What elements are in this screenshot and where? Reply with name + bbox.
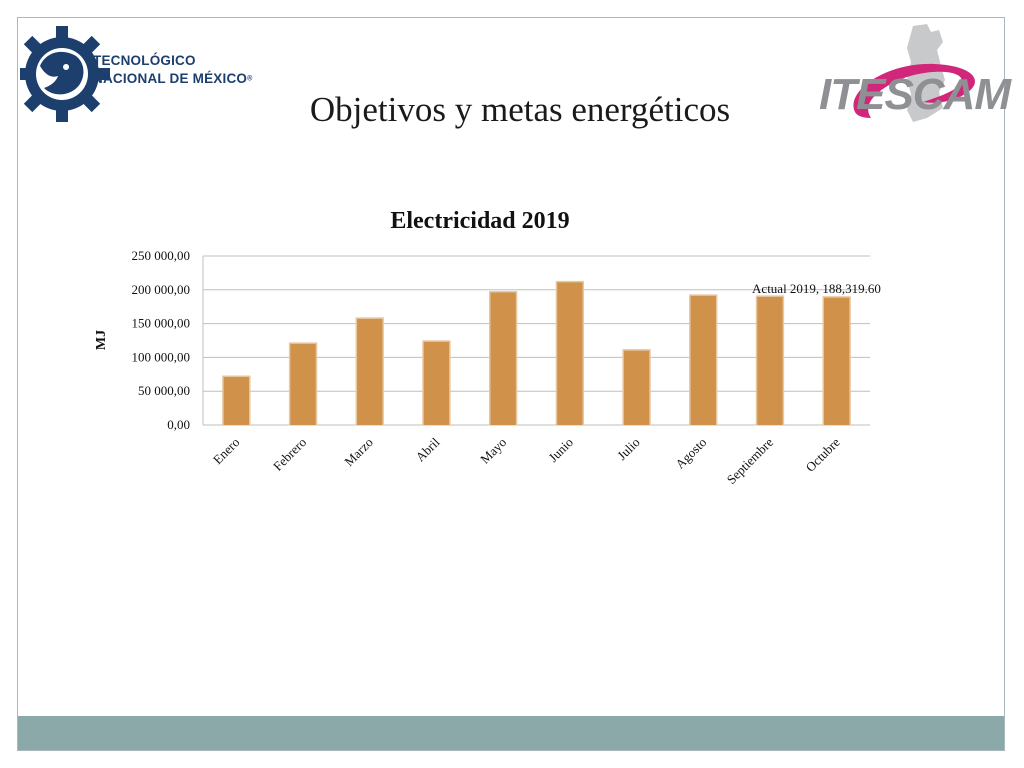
itescam-logo-text: ITESCAM [819, 70, 1011, 119]
y-tick-label: 250 000,00 [132, 248, 191, 263]
swoosh-icon [853, 63, 975, 118]
x-tick-label: Septiembre [724, 434, 777, 487]
bar [357, 318, 383, 425]
x-tick-label: Mayo [477, 435, 509, 467]
x-tick-label: Enero [210, 435, 243, 468]
y-tick-label: 150 000,00 [132, 316, 191, 331]
y-tick-label: 200 000,00 [132, 282, 191, 297]
bar [823, 297, 850, 425]
slide-title: Objetivos y metas energéticos [309, 90, 731, 129]
chart-title: Electricidad 2019 [390, 208, 570, 234]
x-tick-label: Junio [545, 435, 576, 466]
x-tick-label: Marzo [341, 435, 376, 470]
bar [690, 295, 716, 425]
bar [290, 343, 316, 425]
x-tick-label: Febrero [270, 435, 309, 474]
bar [223, 377, 250, 425]
eagle-icon [40, 51, 84, 95]
y-tick-label: 0,00 [167, 417, 190, 432]
itescam-logo [853, 24, 975, 122]
footer-band [18, 716, 1004, 750]
tecnm-logo-text: TECNOLÓGICO NACIONAL DE MÉXICO® [93, 52, 252, 88]
bar [623, 350, 650, 425]
x-tick-label: Abril [413, 434, 443, 464]
x-tick-label: Agosto [672, 435, 709, 472]
x-tick-label: Octubre [803, 434, 843, 474]
bar-data-label: Actual 2019, 188,319.60 [752, 281, 881, 296]
bar [423, 341, 450, 425]
tecnm-line2: NACIONAL DE MÉXICO [93, 71, 248, 86]
gear-icon [20, 26, 110, 122]
bar [490, 292, 516, 425]
y-tick-label: 50 000,00 [138, 383, 190, 398]
bar [557, 282, 583, 425]
y-tick-label: 100 000,00 [132, 349, 191, 364]
tecnm-logo [20, 26, 110, 122]
bar [757, 296, 783, 425]
tecnm-line1: TECNOLÓGICO [93, 53, 196, 68]
registered-mark: ® [247, 75, 253, 83]
map-silhouette-icon [907, 24, 945, 122]
x-tick-label: Julio [614, 435, 642, 463]
